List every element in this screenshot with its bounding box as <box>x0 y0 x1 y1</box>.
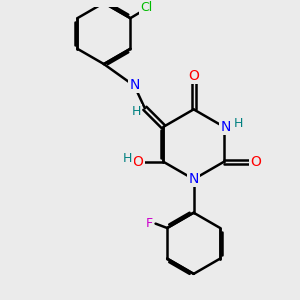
Text: N: N <box>129 78 140 92</box>
Text: N: N <box>188 172 199 186</box>
Text: Cl: Cl <box>140 2 152 14</box>
Text: O: O <box>250 155 261 169</box>
Text: H: H <box>132 105 141 118</box>
Text: N: N <box>220 120 231 134</box>
Text: H: H <box>234 117 243 130</box>
Text: O: O <box>133 155 143 169</box>
Text: H: H <box>123 152 133 165</box>
Text: O: O <box>188 69 199 83</box>
Text: F: F <box>146 217 153 230</box>
